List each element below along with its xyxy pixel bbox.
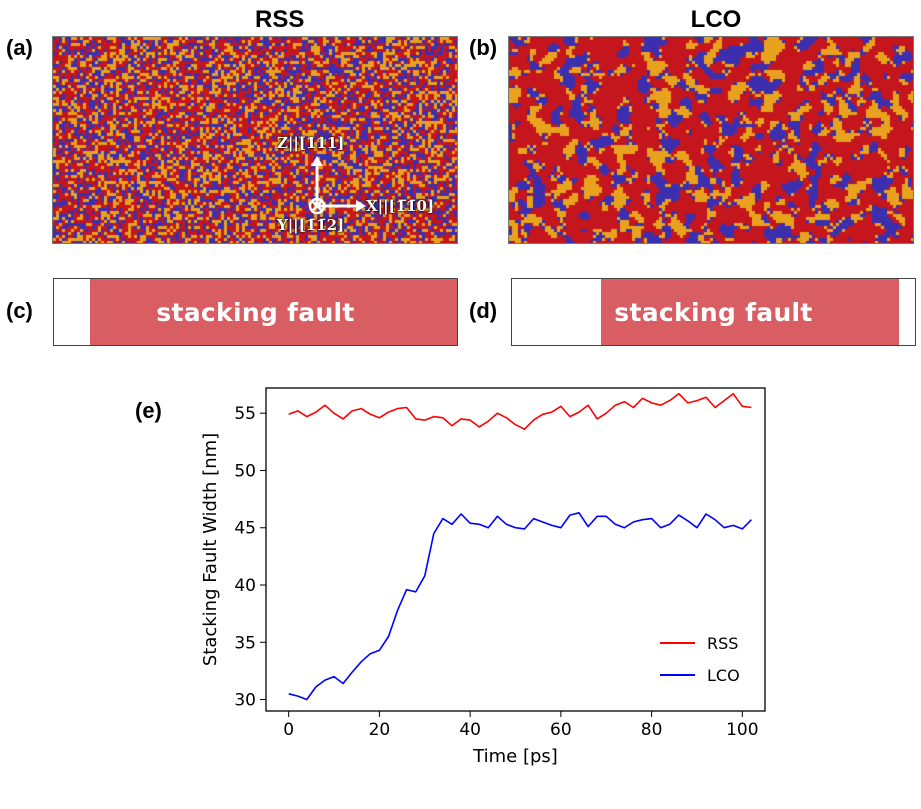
- stacking-fault-width-chart: 0 20 40 60 80 100 30 35 40 45 50 55 Time [ps] Stack…: [200, 387, 766, 767]
- legend-label-lco: LCO: [707, 666, 740, 685]
- z-arrowhead: [311, 156, 323, 166]
- y-tick-label: 45: [234, 519, 256, 539]
- panel-label-a: (a): [6, 35, 33, 60]
- rss-series-line: [288, 392, 752, 430]
- lco-title: LCO: [690, 6, 742, 33]
- x-tick-label: 100: [726, 720, 758, 740]
- x-axis-title: Time [ps]: [472, 746, 558, 767]
- legend-label-rss: RSS: [707, 634, 738, 653]
- panel-label-c: (c): [6, 298, 33, 323]
- plot-frame: [265, 387, 766, 712]
- y-tick-label: 35: [234, 633, 256, 653]
- lco-stacking-fault-panel: stacking fault: [511, 278, 916, 346]
- x-tick-label: 0: [283, 720, 294, 740]
- panel-label-e: (e): [135, 398, 162, 423]
- y-tick-label: 30: [234, 691, 256, 711]
- panel-label-d: (d): [469, 298, 498, 323]
- stacking-fault-label: stacking fault: [614, 297, 813, 327]
- y-axis-title: Stacking Fault Width [nm]: [200, 433, 221, 666]
- y-axis-into-page-icon: [308, 197, 326, 215]
- rss-stacking-fault-panel: stacking fault: [53, 278, 458, 346]
- y-axis-label: Y||[1̄1̄2]: [277, 216, 345, 234]
- lco-atom-map: [508, 36, 914, 244]
- legend: RSS LCO: [660, 634, 740, 685]
- panel-label-b: (b): [469, 35, 498, 60]
- rss-title: RSS: [255, 6, 305, 33]
- x-arrowhead: [356, 200, 366, 212]
- x-tick-label: 40: [459, 720, 481, 740]
- y-tick-label: 40: [234, 576, 256, 596]
- stacking-fault-label: stacking fault: [156, 297, 355, 327]
- y-tick-label: 55: [234, 404, 256, 424]
- x-tick-label: 20: [369, 720, 391, 740]
- lco-series-line: [288, 511, 752, 701]
- z-axis-label: Z||[111]: [277, 134, 345, 152]
- fault-region: [90, 279, 457, 345]
- crystal-axes-indicator: [308, 156, 366, 215]
- rss-atom-map: [52, 36, 458, 244]
- fault-region: [600, 279, 899, 345]
- x-tick-label: 80: [641, 720, 663, 740]
- x-axis-label: X||[1̅1̄0]: [366, 197, 435, 215]
- x-tick-label: 60: [550, 720, 572, 740]
- y-tick-label: 50: [234, 461, 256, 481]
